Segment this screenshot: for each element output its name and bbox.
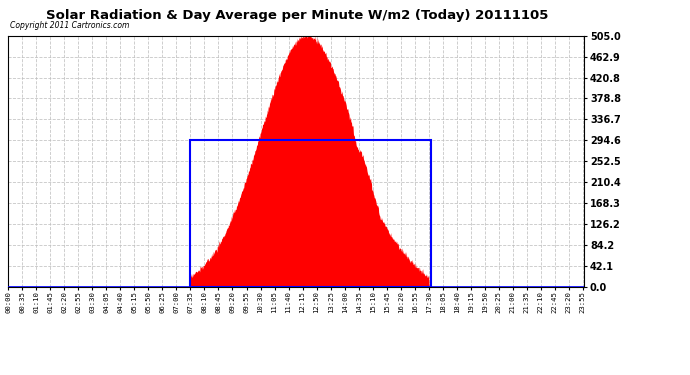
Text: Copyright 2011 Cartronics.com: Copyright 2011 Cartronics.com <box>10 21 129 30</box>
Bar <box>190 140 431 287</box>
Text: Solar Radiation & Day Average per Minute W/m2 (Today) 20111105: Solar Radiation & Day Average per Minute… <box>46 9 548 22</box>
